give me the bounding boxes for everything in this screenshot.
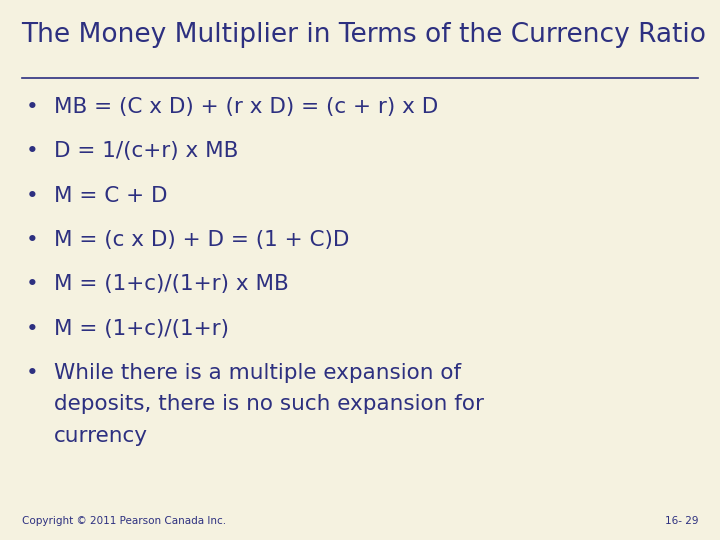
Text: •: • [26, 363, 39, 383]
Text: deposits, there is no such expansion for: deposits, there is no such expansion for [54, 394, 484, 414]
Text: 16- 29: 16- 29 [665, 516, 698, 526]
Text: MB = (C x D) + (r x D) = (c + r) x D: MB = (C x D) + (r x D) = (c + r) x D [54, 97, 438, 117]
Text: M = (1+c)/(1+r) x MB: M = (1+c)/(1+r) x MB [54, 274, 289, 294]
Text: •: • [26, 230, 39, 250]
Text: While there is a multiple expansion of: While there is a multiple expansion of [54, 363, 461, 383]
Text: M = (c x D) + D = (1 + C)D: M = (c x D) + D = (1 + C)D [54, 230, 349, 250]
Text: M = (1+c)/(1+r): M = (1+c)/(1+r) [54, 319, 229, 339]
Text: M = C + D: M = C + D [54, 186, 168, 206]
Text: •: • [26, 141, 39, 161]
Text: •: • [26, 274, 39, 294]
Text: D = 1/(c+r) x MB: D = 1/(c+r) x MB [54, 141, 238, 161]
Text: The Money Multiplier in Terms of the Currency Ratio: The Money Multiplier in Terms of the Cur… [22, 22, 706, 48]
Text: currency: currency [54, 426, 148, 446]
Text: •: • [26, 97, 39, 117]
Text: •: • [26, 319, 39, 339]
Text: Copyright © 2011 Pearson Canada Inc.: Copyright © 2011 Pearson Canada Inc. [22, 516, 226, 526]
Text: •: • [26, 186, 39, 206]
